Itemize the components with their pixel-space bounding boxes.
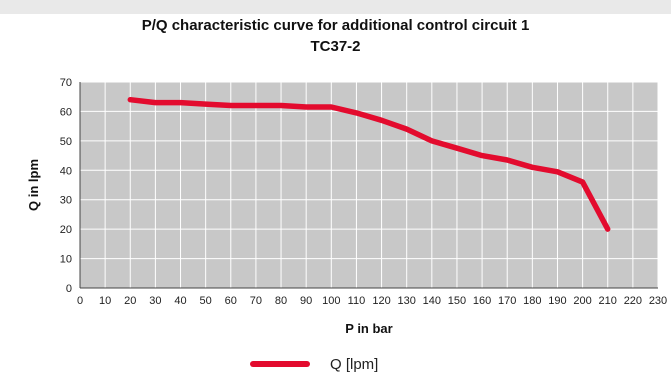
x-tick-label: 100	[322, 295, 340, 307]
x-tick-label: 30	[149, 295, 161, 307]
y-tick-label: 40	[60, 165, 72, 177]
x-tick-label: 50	[200, 295, 212, 307]
plot-area	[80, 82, 658, 288]
x-tick-label: 70	[250, 295, 262, 307]
x-tick-label: 140	[423, 295, 441, 307]
top-header-band	[0, 0, 671, 14]
y-tick-labels: 0 10 20 30 40 50 60 70	[60, 77, 72, 295]
axes	[79, 82, 658, 289]
y-tick-label: 0	[66, 283, 72, 295]
chart-subtitle: TC37-2	[310, 38, 361, 55]
x-tick-label: 40	[174, 295, 186, 307]
y-tick-label: 70	[60, 77, 72, 89]
series-line	[127, 96, 611, 232]
x-tick-label: 220	[624, 295, 642, 307]
x-tick-label: 160	[473, 295, 491, 307]
x-tick-label: 170	[498, 295, 516, 307]
x-tick-label: 210	[599, 295, 617, 307]
x-tick-label: 150	[448, 295, 466, 307]
y-tick-label: 30	[60, 195, 72, 207]
y-tick-label: 20	[60, 224, 72, 236]
x-tick-label: 0	[77, 295, 83, 307]
x-tick-label: 10	[99, 295, 111, 307]
x-tick-label: 60	[225, 295, 237, 307]
legend: Q [lpm]	[250, 354, 378, 374]
x-tick-label: 90	[300, 295, 312, 307]
x-tick-label: 120	[372, 295, 390, 307]
legend-swatch	[250, 361, 310, 367]
x-tick-label: 130	[398, 295, 416, 307]
legend-label: Q [lpm]	[330, 355, 379, 373]
x-tick-label: 110	[348, 295, 366, 307]
x-tick-label: 200	[573, 295, 591, 307]
x-tick-label: 80	[275, 295, 287, 307]
x-tick-label: 180	[523, 295, 541, 307]
x-axis-label: P in bar	[345, 321, 392, 336]
y-tick-label: 60	[60, 106, 72, 118]
x-tick-labels: 0 10 20 30 40 50 60 70 80 90 100 110 120 130 140 150 160…	[77, 295, 667, 307]
y-axis-label: Q in lpm	[26, 159, 41, 211]
x-tick-label: 230	[649, 295, 667, 307]
y-tick-label: 50	[60, 136, 72, 148]
y-tick-label: 10	[60, 254, 72, 266]
x-tick-label: 190	[548, 295, 566, 307]
chart-title: P/Q characteristic curve for additional …	[141, 17, 530, 34]
series-group	[127, 96, 611, 232]
x-tick-label: 20	[124, 295, 136, 307]
